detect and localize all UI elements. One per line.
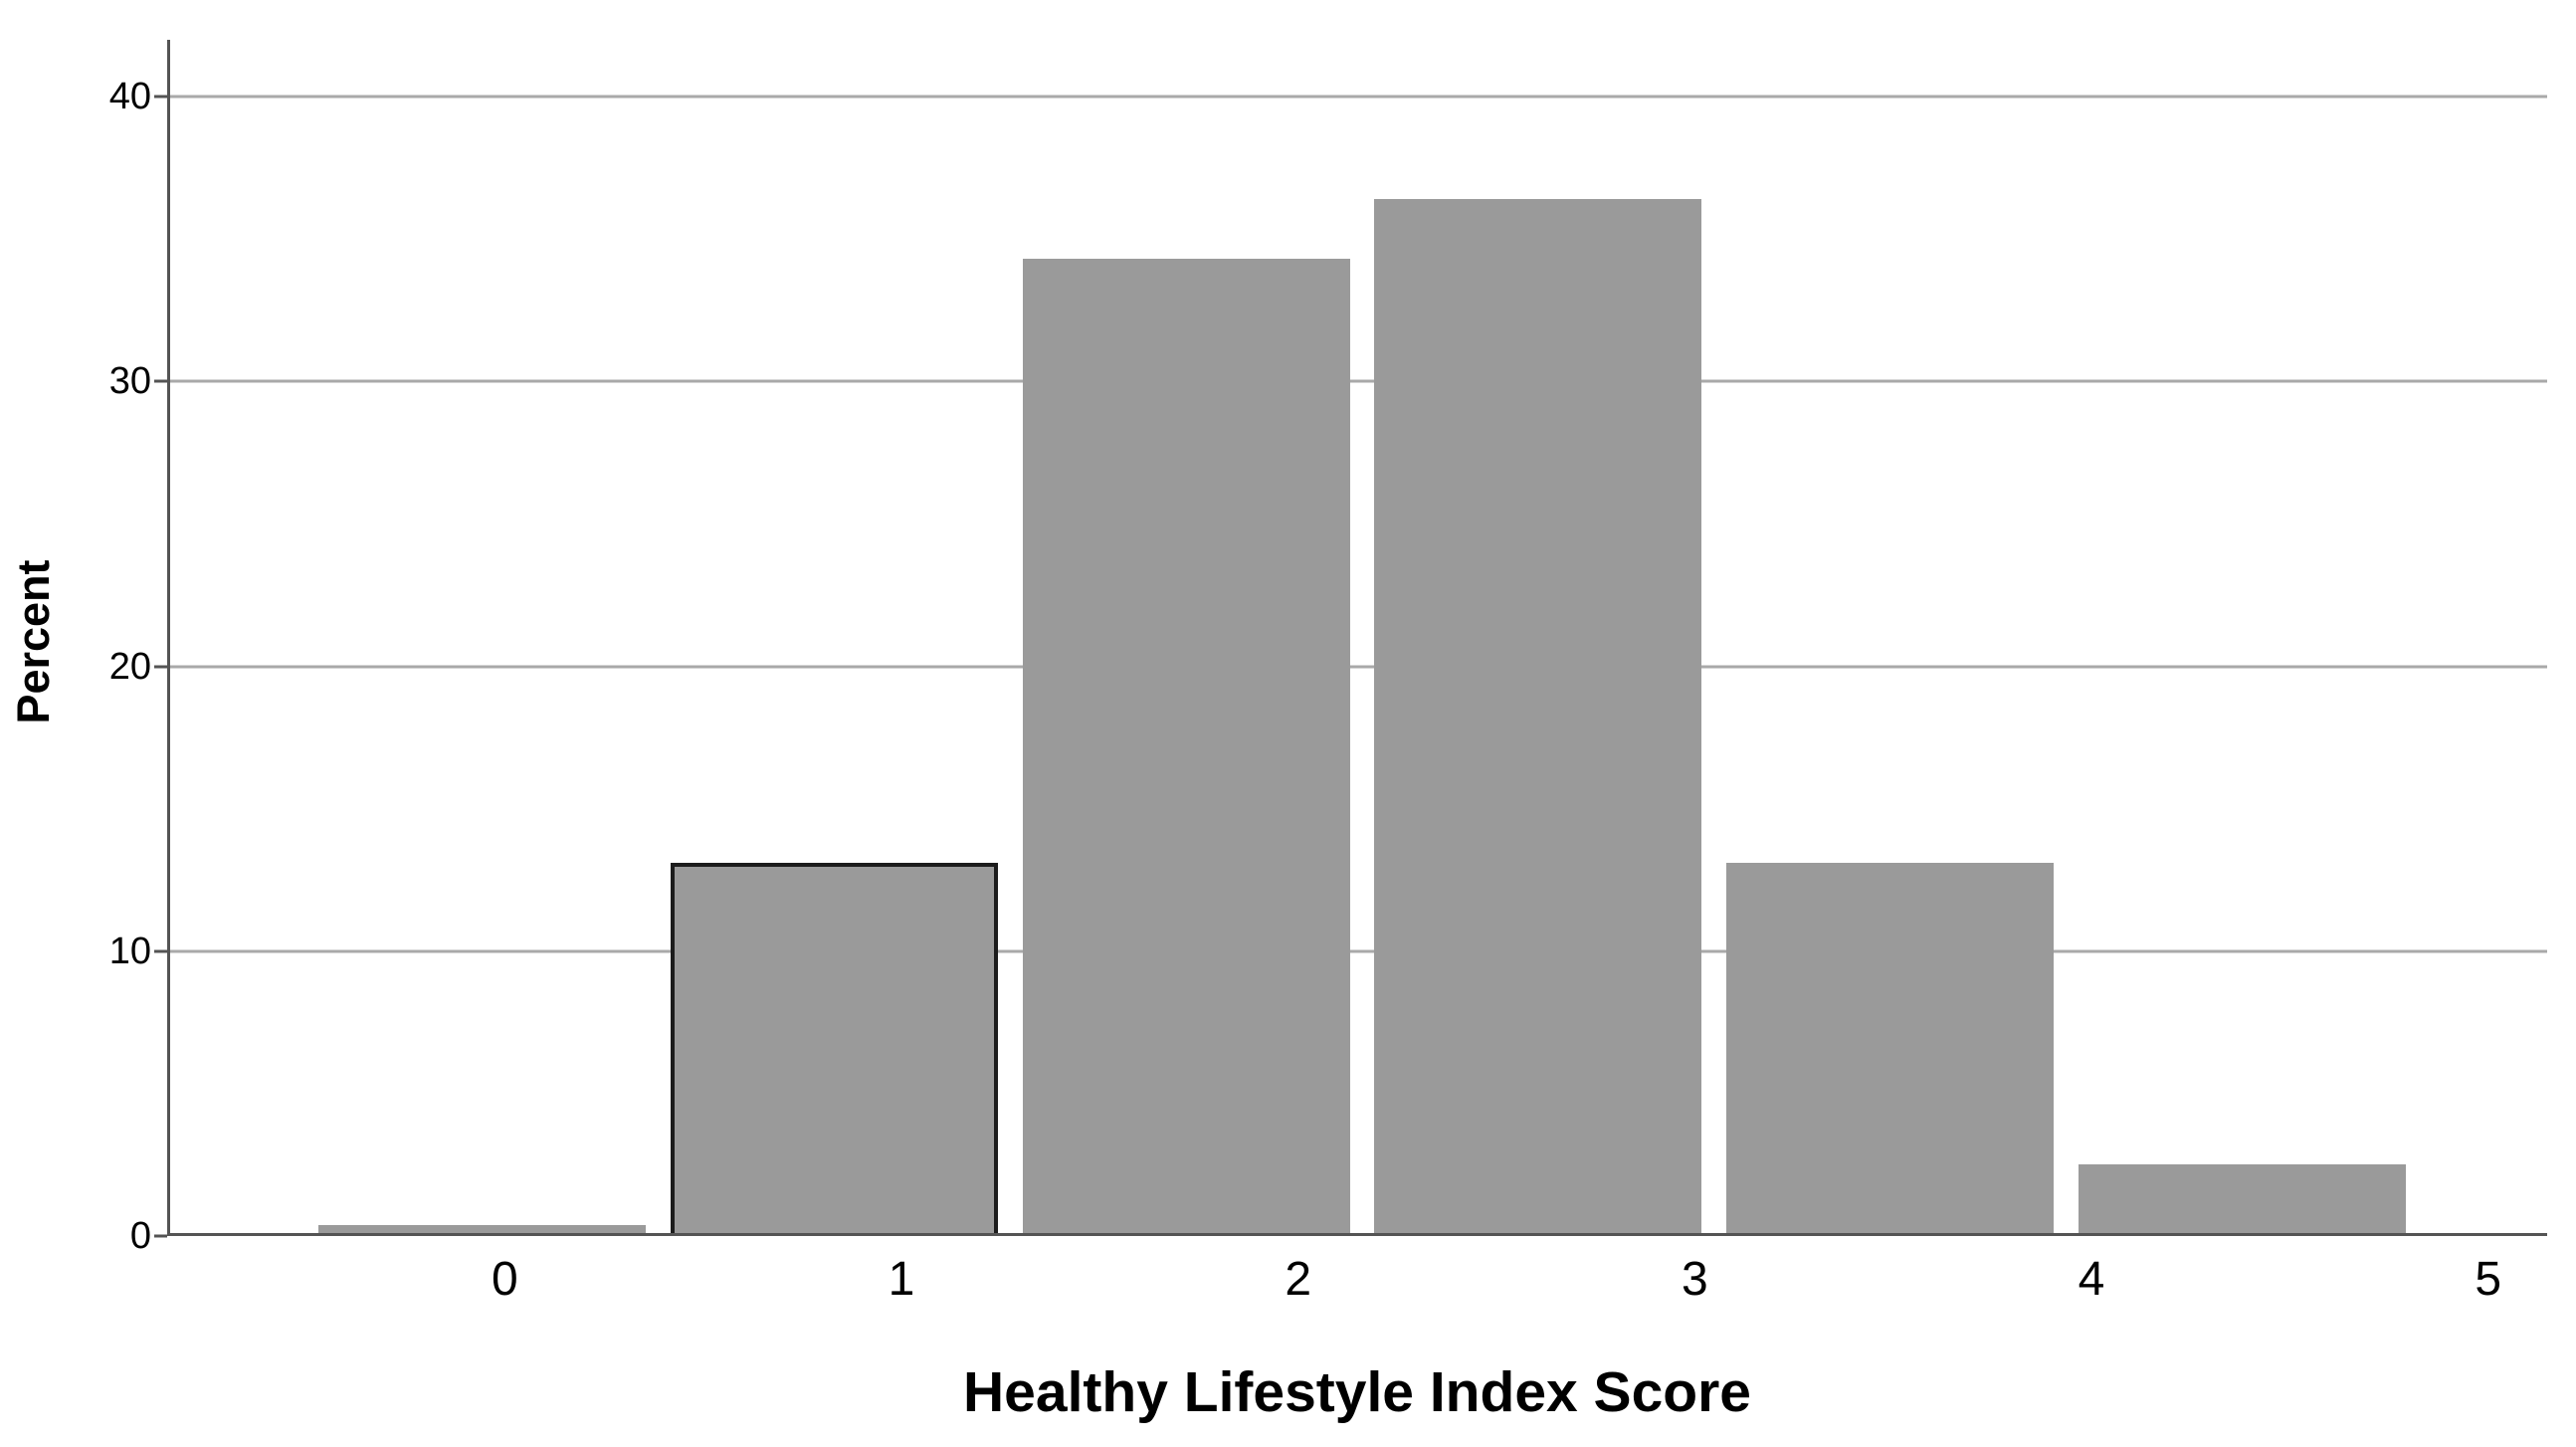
y-axis-line	[167, 40, 170, 1236]
y-tick-mark-10	[154, 949, 167, 953]
bars-layer	[167, 40, 2547, 1236]
bar-score-2	[1022, 259, 1350, 1236]
y-tick-label-10: 10	[108, 930, 151, 972]
y-tick-label-30: 30	[108, 360, 151, 403]
bar-score-5	[2078, 1164, 2406, 1236]
x-tick-label-3: 3	[1682, 1253, 1708, 1306]
y-tick-label-20: 20	[108, 645, 151, 688]
gridline-30	[167, 379, 2547, 383]
bar-score-1	[671, 863, 998, 1236]
x-axis-line	[167, 1233, 2547, 1236]
x-tick-label-0: 0	[491, 1253, 518, 1306]
y-tick-mark-0	[154, 1234, 167, 1238]
x-axis-tick-labels: 0 1 2 3 4 5	[167, 1256, 2576, 1304]
bar-score-0	[318, 1224, 647, 1236]
gridline-40	[167, 95, 2547, 99]
x-tick-label-5: 5	[2475, 1253, 2502, 1306]
plot-area: 0 10 20 30 40	[109, 40, 2547, 1255]
bar-slot-2	[1010, 40, 1362, 1236]
x-tick-label-2: 2	[1285, 1253, 1312, 1306]
bar-slot-1	[659, 40, 1011, 1236]
y-axis-title: Percent	[8, 559, 59, 724]
y-tick-label-0: 0	[129, 1215, 151, 1257]
x-tick-label-4: 4	[2078, 1253, 2105, 1306]
bar-slot-0	[306, 40, 659, 1236]
x-tick-label-1: 1	[888, 1253, 915, 1306]
gridline-20	[167, 665, 2547, 669]
bar-score-4	[1726, 863, 2054, 1236]
bar-slot-3	[1362, 40, 1714, 1236]
bar-score-3	[1374, 199, 1702, 1236]
y-tick-mark-30	[154, 379, 167, 383]
x-axis-title: Healthy Lifestyle Index Score	[963, 1360, 1751, 1424]
gridline-10	[167, 949, 2547, 953]
bar-slot-4	[1714, 40, 2067, 1236]
y-tick-mark-40	[154, 95, 167, 99]
y-tick-label-40: 40	[108, 76, 151, 118]
bar-slot-5	[2066, 40, 2418, 1236]
y-tick-mark-20	[154, 665, 167, 669]
